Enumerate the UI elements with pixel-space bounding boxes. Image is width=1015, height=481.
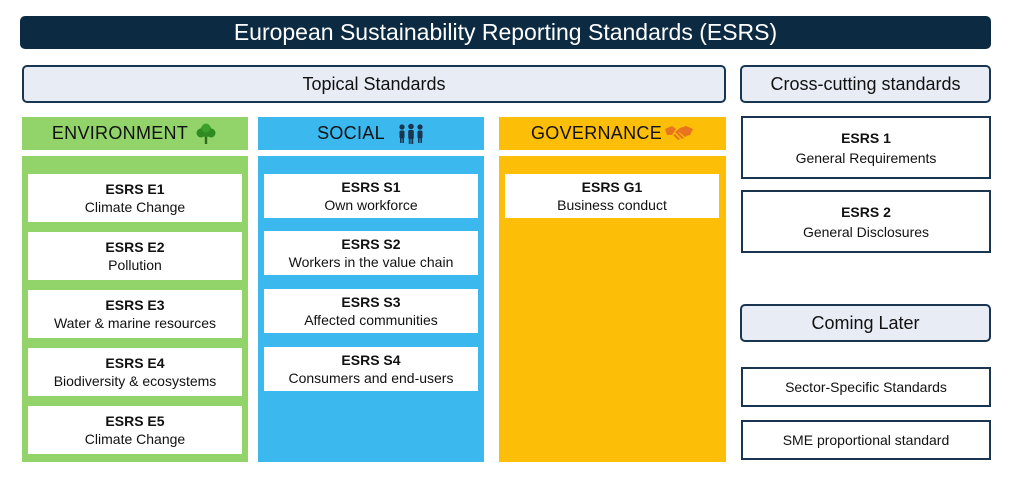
standard-card-e1[interactable]: ESRS E1 Climate Change xyxy=(28,174,242,222)
tree-icon xyxy=(194,123,218,145)
standard-code: ESRS E5 xyxy=(105,413,165,429)
topical-standards-header: Topical Standards xyxy=(22,65,726,103)
standard-name: Climate Change xyxy=(84,431,186,447)
environment-column: ESRS E1 Climate Change ESRS E2 Pollution… xyxy=(22,156,248,462)
standard-name: Own workforce xyxy=(324,197,418,213)
standard-card-s2[interactable]: ESRS S2 Workers in the value chain xyxy=(264,231,478,275)
social-label: SOCIAL xyxy=(317,123,385,143)
standard-code: ESRS S2 xyxy=(341,236,401,252)
standard-name: Climate Change xyxy=(84,199,186,215)
social-header: SOCIAL xyxy=(258,117,484,150)
standard-code: ESRS E2 xyxy=(105,239,165,255)
standard-code: ESRS E4 xyxy=(105,355,165,371)
environment-header: ENVIRONMENT xyxy=(22,117,248,150)
standard-name: Water & marine resources xyxy=(53,315,217,331)
cross-cutting-card-esrs2[interactable]: ESRS 2 General Disclosures xyxy=(741,190,991,253)
standard-name: General Requirements xyxy=(795,149,937,166)
standard-code: ESRS S4 xyxy=(341,352,401,368)
standard-card-e3[interactable]: ESRS E3 Water & marine resources xyxy=(28,290,242,338)
cross-cutting-card-esrs1[interactable]: ESRS 1 General Requirements xyxy=(741,116,991,179)
standard-name: General Disclosures xyxy=(802,223,930,240)
standard-code: ESRS E1 xyxy=(105,181,165,197)
environment-label: ENVIRONMENT xyxy=(51,123,189,143)
standard-name: Business conduct xyxy=(557,197,667,213)
standard-card-g1[interactable]: ESRS G1 Business conduct xyxy=(505,174,719,218)
standard-card-e2[interactable]: ESRS E2 Pollution xyxy=(28,232,242,280)
standard-code: ESRS 2 xyxy=(841,203,891,220)
standard-name: Workers in the value chain xyxy=(288,254,454,270)
page-title: European Sustainability Reporting Standa… xyxy=(20,16,991,49)
cross-cutting-standards-header: Cross-cutting standards xyxy=(740,65,991,103)
standard-code: ESRS 1 xyxy=(841,129,891,146)
standard-card-e4[interactable]: ESRS E4 Biodiversity & ecosystems xyxy=(28,348,242,396)
standard-card-s4[interactable]: ESRS S4 Consumers and end-users xyxy=(264,347,478,391)
handshake-icon xyxy=(664,123,694,145)
people-icon xyxy=(397,123,425,145)
standard-name: Pollution xyxy=(108,257,162,273)
standard-name: Consumers and end-users xyxy=(288,370,454,386)
governance-column: ESRS G1 Business conduct xyxy=(499,156,726,462)
standard-card-e5[interactable]: ESRS E5 Climate Change xyxy=(28,406,242,454)
standard-code: ESRS S3 xyxy=(341,294,401,310)
standard-card-s1[interactable]: ESRS S1 Own workforce xyxy=(264,174,478,218)
social-column: ESRS S1 Own workforce ESRS S2 Workers in… xyxy=(258,156,484,462)
standard-card-s3[interactable]: ESRS S3 Affected communities xyxy=(264,289,478,333)
standard-code: ESRS S1 xyxy=(341,179,401,195)
standard-code: ESRS G1 xyxy=(581,179,643,195)
standard-code: ESRS E3 xyxy=(105,297,165,313)
standard-name: Biodiversity & ecosystems xyxy=(53,373,217,389)
governance-label: GOVERNANCE xyxy=(530,123,663,143)
standard-name: Affected communities xyxy=(304,312,438,328)
governance-header: GOVERNANCE xyxy=(499,117,726,150)
coming-later-header: Coming Later xyxy=(740,304,991,342)
coming-later-item-sme[interactable]: SME proportional standard xyxy=(741,420,991,460)
coming-later-item-sector[interactable]: Sector-Specific Standards xyxy=(741,367,991,407)
